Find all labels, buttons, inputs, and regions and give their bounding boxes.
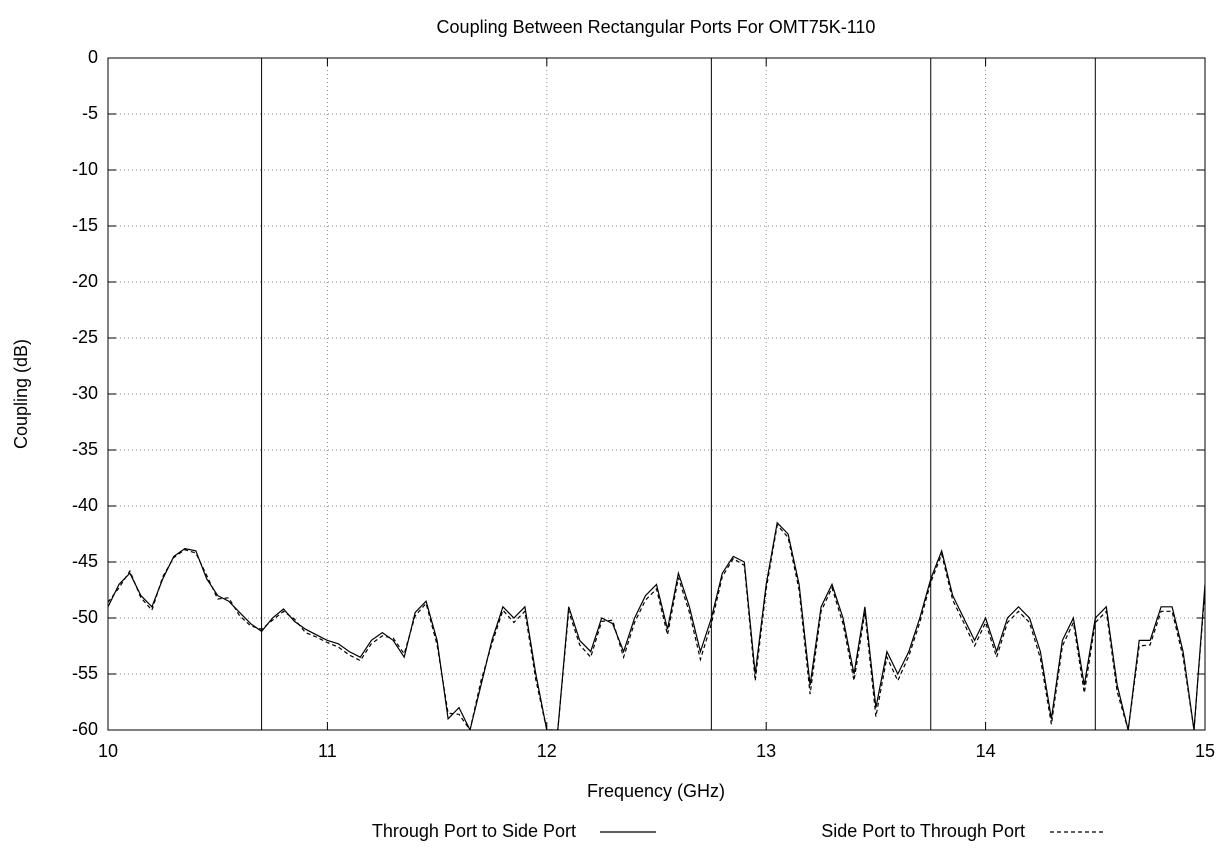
y-tick-label: -40: [72, 495, 98, 515]
x-tick-label: 14: [976, 741, 996, 761]
x-tick-label: 10: [98, 741, 118, 761]
legend-label: Side Port to Through Port: [821, 821, 1025, 841]
y-tick-label: -30: [72, 383, 98, 403]
y-tick-label: -10: [72, 159, 98, 179]
y-tick-label: -35: [72, 439, 98, 459]
y-tick-label: -60: [72, 719, 98, 739]
y-tick-label: -55: [72, 663, 98, 683]
x-axis-label: Frequency (GHz): [587, 781, 725, 801]
x-tick-label: 12: [537, 741, 557, 761]
series-line: [108, 523, 1205, 730]
y-tick-label: -20: [72, 271, 98, 291]
y-tick-label: -50: [72, 607, 98, 627]
y-tick-label: -15: [72, 215, 98, 235]
x-tick-label: 11: [318, 741, 337, 761]
y-tick-label: -45: [72, 551, 98, 571]
y-tick-label: -5: [82, 103, 98, 123]
series-line: [108, 521, 1205, 730]
legend-label: Through Port to Side Port: [372, 821, 576, 841]
chart-title: Coupling Between Rectangular Ports For O…: [437, 17, 876, 37]
x-tick-label: 13: [756, 741, 776, 761]
plot-frame: [107, 57, 1206, 731]
x-tick-label: 15: [1195, 741, 1215, 761]
y-tick-label: 0: [88, 47, 98, 67]
y-axis-label: Coupling (dB): [11, 339, 31, 449]
y-tick-label: -25: [72, 327, 98, 347]
